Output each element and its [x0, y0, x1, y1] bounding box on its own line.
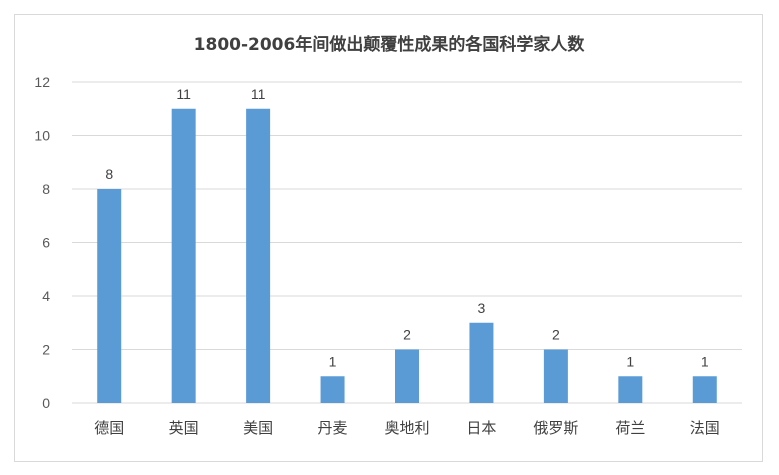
bar — [320, 376, 345, 403]
data-label: 2 — [403, 327, 411, 343]
bar — [469, 322, 494, 403]
bar — [171, 108, 196, 403]
bar — [543, 349, 568, 403]
x-tick-label: 俄罗斯 — [533, 419, 578, 437]
y-tick-label: 12 — [34, 74, 50, 90]
bar — [692, 376, 717, 403]
bars — [97, 108, 717, 403]
data-label: 11 — [251, 86, 266, 102]
x-tick-label: 日本 — [466, 419, 496, 437]
y-tick-label: 0 — [42, 395, 50, 411]
x-tick-label: 丹麦 — [318, 419, 348, 437]
y-tick-label: 8 — [42, 181, 50, 197]
bar — [618, 376, 643, 403]
y-tick-label: 2 — [42, 342, 50, 358]
y-axis: 0 2 4 6 8 10 12 — [34, 74, 50, 411]
data-label: 11 — [176, 86, 191, 102]
x-tick-label: 法国 — [690, 419, 720, 437]
x-tick-label: 美国 — [243, 419, 273, 437]
y-tick-label: 6 — [42, 235, 50, 251]
y-tick-label: 4 — [42, 288, 50, 304]
y-tick-label: 10 — [34, 128, 50, 144]
data-label: 1 — [626, 353, 634, 369]
x-tick-label: 英国 — [169, 419, 199, 437]
chart-title: 1800-2006年间做出颠覆性成果的各国科学家人数 — [194, 34, 586, 55]
x-tick-label: 荷兰 — [615, 419, 645, 437]
data-label: 1 — [329, 353, 337, 369]
data-label: 3 — [478, 300, 486, 316]
x-tick-label: 德国 — [94, 419, 124, 437]
x-axis: 德国 英国 美国 丹麦 奥地利 日本 俄罗斯 荷兰 法国 — [94, 419, 720, 437]
data-label: 2 — [552, 327, 560, 343]
bar — [395, 349, 419, 403]
bar — [246, 108, 271, 403]
x-tick-label: 奥地利 — [384, 419, 429, 437]
data-label: 1 — [701, 353, 709, 369]
data-label: 8 — [105, 166, 113, 182]
bar — [97, 189, 122, 403]
